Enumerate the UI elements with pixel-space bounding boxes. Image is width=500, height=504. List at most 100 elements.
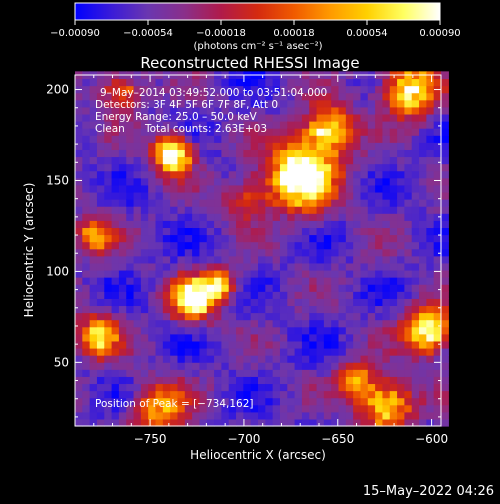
heatmap-cell bbox=[331, 326, 340, 335]
heatmap-cell bbox=[82, 92, 91, 101]
heatmap-cell bbox=[258, 199, 266, 207]
heatmap-cell bbox=[89, 298, 98, 307]
heatmap-cell bbox=[96, 284, 105, 292]
heatmap-cell bbox=[345, 369, 354, 377]
heatmap-cell bbox=[433, 418, 442, 427]
heatmap-cell bbox=[148, 340, 157, 349]
heatmap-cell bbox=[214, 206, 222, 214]
heatmap-cell bbox=[243, 234, 252, 243]
heatmap-cell bbox=[206, 383, 215, 392]
heatmap-cell bbox=[89, 277, 98, 285]
heatmap-cell bbox=[287, 92, 296, 101]
heatmap-cell bbox=[184, 99, 193, 108]
heatmap-cell bbox=[441, 355, 449, 363]
heatmap-cell bbox=[389, 241, 398, 250]
heatmap-cell bbox=[419, 121, 427, 129]
heatmap-cell bbox=[367, 227, 376, 236]
heatmap-cell bbox=[279, 376, 288, 385]
heatmap-cell bbox=[96, 277, 105, 285]
heatmap-cell bbox=[162, 269, 171, 278]
heatmap-cell bbox=[236, 241, 244, 250]
heatmap-cell bbox=[206, 369, 215, 377]
heatmap-cell bbox=[250, 213, 259, 221]
heatmap-cell bbox=[89, 340, 98, 349]
heatmap-cell bbox=[250, 241, 259, 250]
heatmap-cell bbox=[404, 92, 413, 101]
heatmap-cell bbox=[301, 106, 310, 115]
heatmap-cell bbox=[206, 78, 215, 87]
heatmap-cell bbox=[382, 85, 391, 94]
heatmap-cell bbox=[360, 390, 369, 399]
heatmap-cell bbox=[155, 163, 164, 172]
heatmap-cell bbox=[89, 404, 98, 413]
heatmap-cell bbox=[309, 298, 318, 307]
heatmap-cell bbox=[375, 404, 384, 413]
heatmap-cell bbox=[279, 312, 288, 321]
heatmap-cell bbox=[411, 213, 420, 221]
heatmap-cell bbox=[323, 184, 332, 193]
heatmap-cell bbox=[177, 376, 186, 385]
heatmap-cell bbox=[265, 177, 274, 186]
heatmap-cell bbox=[426, 156, 435, 165]
heatmap-cell bbox=[382, 113, 391, 122]
heatmap-cell bbox=[331, 85, 340, 94]
heatmap-cell bbox=[184, 241, 193, 250]
heatmap-cell bbox=[404, 262, 413, 271]
heatmap-cell bbox=[82, 411, 91, 420]
heatmap-cell bbox=[236, 340, 244, 349]
heatmap-cell bbox=[345, 99, 354, 108]
heatmap-cell bbox=[104, 163, 113, 172]
heatmap-cell bbox=[96, 177, 105, 186]
heatmap-cell bbox=[214, 121, 222, 129]
heatmap-cell bbox=[411, 248, 420, 257]
heatmap-cell bbox=[323, 106, 332, 115]
heatmap-cell bbox=[118, 78, 127, 87]
heatmap-cell bbox=[433, 184, 442, 193]
heatmap-cell bbox=[279, 262, 288, 271]
heatmap-cell bbox=[404, 269, 413, 278]
heatmap-cell bbox=[96, 99, 105, 108]
heatmap-cell bbox=[75, 234, 83, 243]
heatmap-cell bbox=[236, 156, 244, 165]
heatmap-cell bbox=[323, 262, 332, 271]
heatmap-cell bbox=[184, 333, 193, 342]
heatmap-cell bbox=[419, 404, 427, 413]
heatmap-cell bbox=[441, 99, 449, 108]
heatmap-cell bbox=[382, 248, 391, 257]
heatmap-cell bbox=[250, 206, 259, 214]
heatmap-cell bbox=[214, 319, 222, 328]
heatmap-cell bbox=[250, 369, 259, 377]
heatmap-cell bbox=[426, 340, 435, 349]
heatmap-cell bbox=[389, 113, 398, 122]
heatmap-cell bbox=[411, 362, 420, 370]
heatmap-cell bbox=[236, 262, 244, 271]
heatmap-cell bbox=[287, 269, 296, 278]
heatmap-cell bbox=[258, 347, 266, 356]
colorbar-tick-label: 0.00054 bbox=[346, 28, 387, 39]
heatmap-cell bbox=[228, 326, 237, 335]
heatmap-cell bbox=[433, 128, 442, 136]
heatmap-cell bbox=[397, 234, 405, 243]
heatmap-cell bbox=[206, 376, 215, 385]
heatmap-cell bbox=[301, 241, 310, 250]
heatmap-cell bbox=[236, 113, 244, 122]
heatmap-cell bbox=[338, 241, 347, 250]
heatmap-cell bbox=[419, 369, 427, 377]
heatmap-cell bbox=[155, 397, 164, 406]
heatmap-cell bbox=[250, 347, 259, 356]
heatmap-cell bbox=[118, 142, 127, 150]
heatmap-cell bbox=[345, 128, 354, 136]
heatmap-cell bbox=[338, 333, 347, 342]
heatmap-cell bbox=[323, 99, 332, 108]
heatmap-cell bbox=[118, 248, 127, 257]
heatmap-cell bbox=[118, 418, 127, 427]
heatmap-cell bbox=[75, 355, 83, 363]
heatmap-cell bbox=[104, 397, 113, 406]
heatmap-cell bbox=[323, 404, 332, 413]
heatmap-cell bbox=[250, 284, 259, 292]
heatmap-cell bbox=[155, 362, 164, 370]
heatmap-cell bbox=[441, 135, 449, 143]
heatmap-cell bbox=[294, 142, 303, 150]
heatmap-cell bbox=[75, 92, 83, 101]
heatmap-cell bbox=[279, 418, 288, 427]
